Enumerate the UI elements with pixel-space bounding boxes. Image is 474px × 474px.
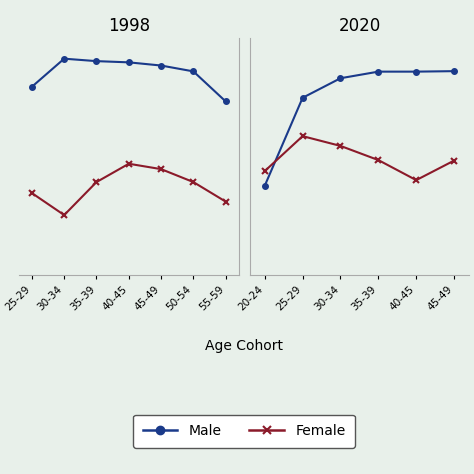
Legend: Male, Female: Male, Female: [133, 415, 355, 448]
Text: Age Cohort: Age Cohort: [205, 339, 283, 353]
Title: 1998: 1998: [108, 17, 150, 35]
Title: 2020: 2020: [338, 17, 381, 35]
